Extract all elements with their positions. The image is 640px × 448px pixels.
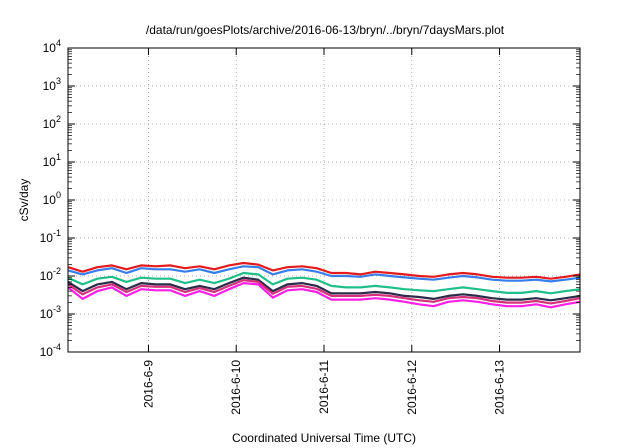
y-tick-label: 100 (43, 190, 61, 207)
x-tick-label: 2016-6-9 (141, 360, 155, 408)
chart-title: /data/run/goesPlots/archive/2016-06-13/b… (146, 23, 505, 37)
series-line (67, 279, 581, 305)
y-tick-label-base: 10 (43, 193, 57, 207)
x-tick-label: 2016-6-12 (405, 360, 419, 415)
y-tick-label-exponent: 3 (56, 76, 61, 86)
y-tick-label-exponent: -3 (53, 304, 61, 314)
y-tick-label-base: 10 (43, 117, 57, 131)
y-tick-label-base: 10 (40, 307, 54, 321)
y-tick-label: 101 (43, 152, 61, 169)
y-tick-label-exponent: 1 (56, 152, 61, 162)
x-axis-tick-labels: 2016-6-9 2016-6-10 2016-6-11 2016-6-12 2016-… (141, 360, 506, 415)
x-tick-label: 2016-6-13 (493, 360, 507, 415)
y-tick-label: 103 (43, 76, 61, 93)
x-tick-label: 2016-6-10 (229, 360, 243, 415)
y-tick-label-exponent: 2 (56, 114, 61, 124)
series-line (67, 265, 581, 283)
y-tick-label-base: 10 (40, 345, 54, 359)
series-line (67, 271, 581, 295)
x-axis-label: Coordinated Universal Time (UTC) (232, 431, 416, 445)
y-tick-label-exponent: -1 (53, 228, 61, 238)
y-tick-label: 104 (43, 38, 61, 55)
y-tick-label-exponent: -2 (53, 266, 61, 276)
y-tick-label: 10-1 (40, 228, 61, 245)
y-tick-label-exponent: -4 (53, 342, 61, 352)
series-line (67, 276, 581, 302)
y-tick-label: 10-3 (40, 304, 61, 321)
y-tick-label: 102 (43, 114, 61, 131)
series-line (67, 282, 581, 309)
y-tick-label-base: 10 (43, 155, 57, 169)
grid (68, 48, 580, 352)
series-lines (67, 261, 581, 309)
y-tick-label-base: 10 (43, 79, 57, 93)
y-tick-label-exponent: 0 (56, 190, 61, 200)
y-axis-label: cSv/day (17, 179, 31, 222)
axis-ticks (68, 47, 580, 353)
y-tick-label-exponent: 4 (56, 38, 61, 48)
y-tick-label-base: 10 (40, 269, 54, 283)
y-tick-label-base: 10 (40, 231, 54, 245)
y-tick-label: 10-4 (40, 342, 61, 359)
y-tick-label-base: 10 (43, 41, 57, 55)
y-tick-label: 10-2 (40, 266, 61, 283)
x-tick-label: 2016-6-11 (317, 360, 331, 414)
series-line (67, 261, 581, 280)
